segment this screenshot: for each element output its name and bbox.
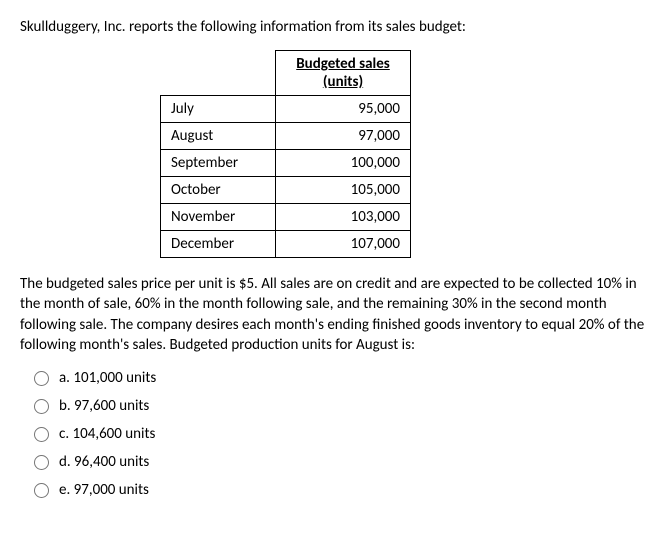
option-b[interactable]: b. 97,600 units — [34, 397, 648, 415]
table-row: July 95,000 — [161, 96, 411, 123]
month-cell: November — [161, 204, 276, 231]
option-b-label: b. 97,600 units — [59, 397, 149, 415]
month-cell: September — [161, 150, 276, 177]
month-cell: August — [161, 123, 276, 150]
table-header-units: Budgeted sales (units) — [276, 51, 411, 96]
table-header-empty — [161, 51, 276, 96]
units-cell: 97,000 — [276, 123, 411, 150]
answer-options: a. 101,000 units b. 97,600 units c. 104,… — [34, 369, 648, 499]
option-e[interactable]: e. 97,000 units — [34, 481, 648, 499]
radio-e[interactable] — [34, 483, 49, 498]
question-intro: Skullduggery, Inc. reports the following… — [20, 18, 648, 36]
table-row: November 103,000 — [161, 204, 411, 231]
units-cell: 105,000 — [276, 177, 411, 204]
units-cell: 103,000 — [276, 204, 411, 231]
header-line2: (units) — [323, 73, 363, 91]
table-row: December 107,000 — [161, 231, 411, 258]
option-c-label: c. 104,600 units — [59, 425, 155, 443]
month-cell: July — [161, 96, 276, 123]
month-cell: December — [161, 231, 276, 258]
radio-c[interactable] — [34, 427, 49, 442]
month-cell: October — [161, 177, 276, 204]
table-row: September 100,000 — [161, 150, 411, 177]
option-c[interactable]: c. 104,600 units — [34, 425, 648, 443]
units-cell: 95,000 — [276, 96, 411, 123]
option-e-label: e. 97,000 units — [59, 481, 149, 499]
units-cell: 100,000 — [276, 150, 411, 177]
table-row: October 105,000 — [161, 177, 411, 204]
radio-b[interactable] — [34, 399, 49, 414]
table-row: August 97,000 — [161, 123, 411, 150]
units-cell: 107,000 — [276, 231, 411, 258]
radio-a[interactable] — [34, 371, 49, 386]
option-d-label: d. 96,400 units — [59, 453, 149, 471]
sales-budget-table: Budgeted sales (units) July 95,000 Augus… — [160, 50, 411, 258]
radio-d[interactable] — [34, 455, 49, 470]
option-d[interactable]: d. 96,400 units — [34, 453, 648, 471]
option-a[interactable]: a. 101,000 units — [34, 369, 648, 387]
option-a-label: a. 101,000 units — [59, 369, 156, 387]
header-line1: Budgeted sales — [296, 55, 390, 73]
question-paragraph: The budgeted sales price per unit is $5.… — [20, 274, 648, 355]
